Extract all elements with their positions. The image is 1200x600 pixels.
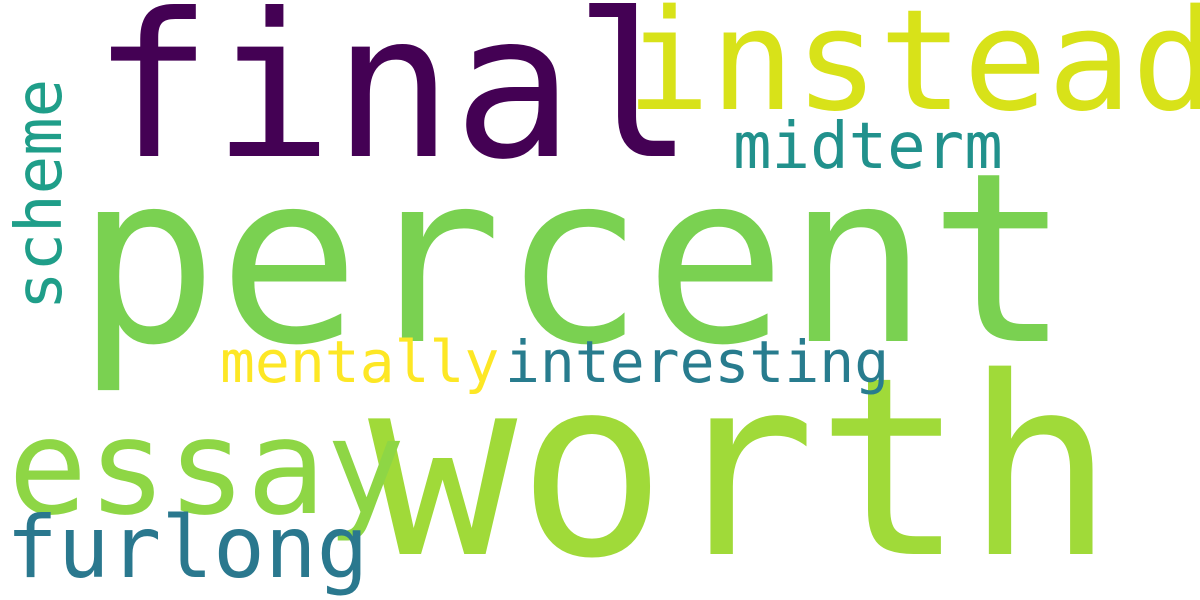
word-worth: worth [368, 325, 1115, 600]
word-scheme: scheme [3, 78, 77, 310]
word-final: final [92, 0, 695, 204]
word-interesting: interesting [505, 328, 890, 396]
word-furlong: furlong [6, 498, 369, 598]
word-percent: percent [76, 122, 1071, 397]
word-midterm: midterm [733, 110, 1003, 184]
word-essay: essay [8, 391, 406, 545]
word-instead: instead [626, 0, 1200, 143]
word-mentally: mentally [220, 328, 500, 396]
